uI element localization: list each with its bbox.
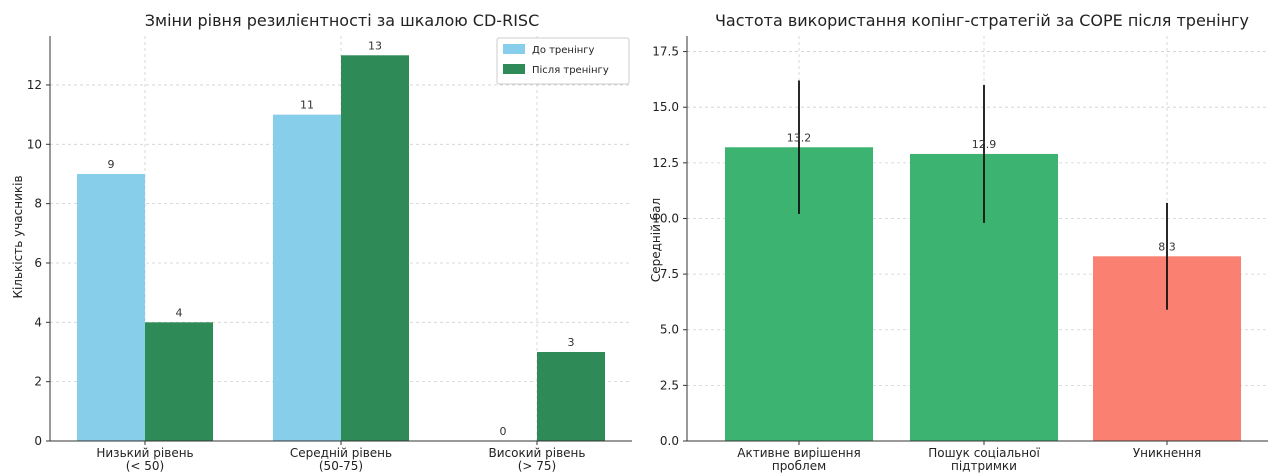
chart1-y-tick-label: 10 [27,137,42,151]
chart2-y-tick-label: 0.0 [660,434,679,448]
chart1-y-axis-label: Кількість учасників [11,175,25,298]
chart2-x-tick-label: Уникнення [1133,446,1201,460]
chart2-data-label: 12.9 [972,138,997,151]
resilience-chart: Зміни рівня резилієнтності за шкалою CD-… [11,11,632,473]
chart2-y-tick-label: 7.5 [660,267,679,281]
chart2-y-tick-label: 5.0 [660,323,679,337]
chart1-y-tick-label: 12 [27,78,42,92]
chart2-data-label: 13.2 [787,131,812,144]
chart1-legend-box [496,37,630,85]
chart1-legend-swatch [503,44,525,54]
chart1-x-tick-label: (50-75) [319,459,363,473]
chart1-x-tick-label: Низький рівень [96,446,193,460]
coping-chart: Частота використання копінг-стратегій за… [649,11,1268,473]
chart2-x-tick-label: Активне вирішення [737,446,860,460]
chart1-data-label: 4 [176,306,183,319]
chart1-y-tick-label: 0 [34,434,42,448]
chart1-y-tick-label: 6 [34,256,42,270]
chart2-x-tick-label: підтримки [951,459,1017,473]
chart2-y-tick-label: 17.5 [652,45,679,59]
chart1-x-tick-label: Середній рівень [290,446,392,460]
chart2-y-tick-label: 2.5 [660,378,679,392]
chart1-legend-label: Після тренінгу [532,64,609,76]
chart1-bar [341,55,409,442]
chart2-y-axis-label: Середній бал [649,198,663,282]
chart2-data-label: 8.3 [1158,240,1176,253]
chart1-data-label: 11 [300,99,314,112]
chart1-x-tick-label: (> 75) [518,459,557,473]
chart2-y-tick-label: 12.5 [652,156,679,170]
chart1-bar [273,114,341,441]
chart1-legend-label: До тренінгу [532,44,595,56]
chart1-title: Зміни рівня резилієнтності за шкалою CD-… [145,11,539,30]
chart2-x-tick-label: Пошук соціальної [928,446,1040,460]
chart2-y-tick-label: 15.0 [652,100,679,114]
chart1-data-label: 0 [500,425,507,438]
chart2-y-tick-label: 10.0 [652,211,679,225]
chart1-legend: До тренінгу Після тренінгу [496,37,630,85]
chart1-x-tick-label: Високий рівень [489,446,586,460]
chart1-data-label: 9 [108,158,115,171]
chart1-x-tick-label: (< 50) [126,459,165,473]
chart1-y-tick-label: 4 [34,315,42,329]
chart1-data-label: 3 [568,336,575,349]
chart1-y-tick-label: 8 [34,197,42,211]
chart1-y-tick-label: 2 [34,375,42,389]
chart1-data-label: 13 [368,39,382,52]
chart2-title: Частота використання копінг-стратегій за… [715,11,1249,30]
chart2-x-tick-label: проблем [772,459,826,473]
chart1-legend-swatch [503,64,525,74]
chart1-bar [145,322,213,441]
chart1-bar [77,173,145,441]
chart1-bar [537,351,605,441]
